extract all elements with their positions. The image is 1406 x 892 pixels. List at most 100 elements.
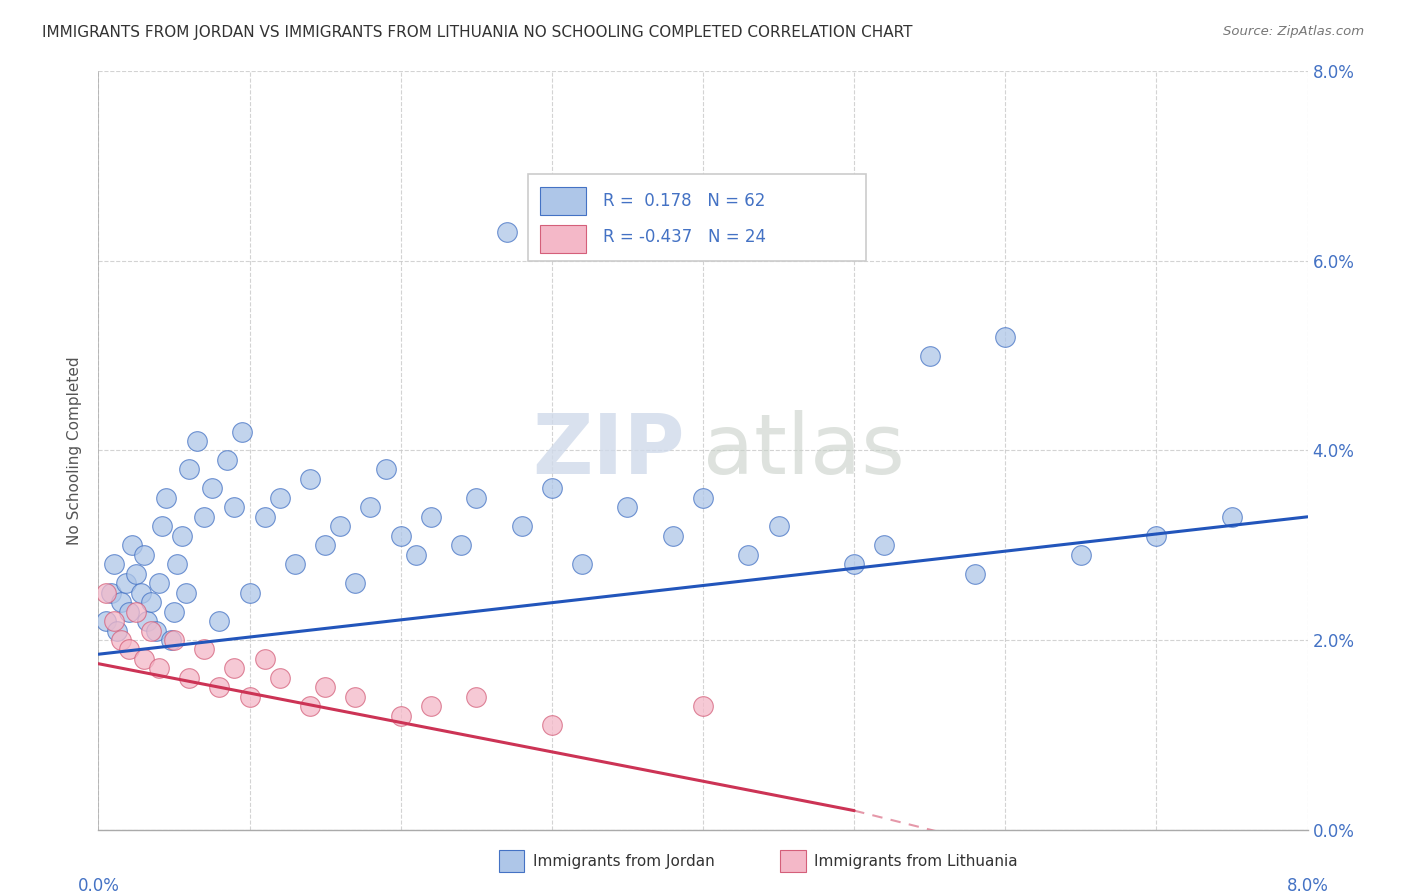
Point [918, 349, 941, 363]
Point [965, 566, 987, 581]
Point [571, 557, 593, 572]
Point [105, 624, 128, 638]
Point [344, 690, 367, 704]
Point [193, 642, 215, 657]
Point [420, 699, 443, 714]
Point [844, 557, 866, 572]
Point [314, 538, 336, 552]
Point [150, 519, 173, 533]
Text: R =  0.178   N = 62: R = 0.178 N = 62 [603, 192, 765, 210]
Point [737, 548, 759, 562]
Point [163, 633, 186, 648]
Point [186, 434, 208, 448]
Point [160, 633, 183, 648]
Point [269, 491, 291, 505]
Point [239, 585, 262, 599]
Point [284, 557, 307, 572]
Point [389, 529, 412, 543]
Text: Immigrants from Lithuania: Immigrants from Lithuania [814, 855, 1018, 869]
Point [231, 425, 253, 439]
Point [132, 652, 155, 666]
Point [129, 585, 152, 599]
Point [692, 491, 714, 505]
Point [224, 661, 246, 675]
Point [103, 557, 125, 572]
Point [100, 585, 122, 599]
Point [208, 614, 231, 628]
Point [510, 519, 533, 533]
Bar [540, 225, 586, 253]
Point [118, 605, 141, 619]
Point [201, 482, 224, 496]
Text: 8.0%: 8.0% [1286, 877, 1329, 892]
Point [465, 690, 488, 704]
Point [420, 509, 443, 524]
Point [118, 642, 141, 657]
Point [540, 482, 562, 496]
Text: ZIP: ZIP [533, 410, 685, 491]
Point [132, 548, 155, 562]
Point [193, 509, 215, 524]
Point [125, 605, 148, 619]
Text: atlas: atlas [703, 410, 904, 491]
Point [299, 472, 322, 486]
Point [163, 605, 186, 619]
Point [299, 699, 322, 714]
Point [179, 671, 201, 685]
Point [110, 595, 132, 609]
Point [873, 538, 896, 552]
Point [329, 519, 352, 533]
Bar [540, 186, 586, 216]
Point [141, 624, 163, 638]
Point [253, 509, 276, 524]
Point [114, 576, 136, 591]
Point [174, 585, 197, 599]
Point [166, 557, 188, 572]
Point [692, 699, 714, 714]
Point [495, 226, 517, 240]
Point [994, 330, 1017, 344]
Text: IMMIGRANTS FROM JORDAN VS IMMIGRANTS FROM LITHUANIA NO SCHOOLING COMPLETED CORRE: IMMIGRANTS FROM JORDAN VS IMMIGRANTS FRO… [42, 25, 912, 40]
Point [450, 538, 472, 552]
Point [253, 652, 276, 666]
Point [616, 500, 638, 515]
Point [1146, 529, 1168, 543]
Text: Source: ZipAtlas.com: Source: ZipAtlas.com [1223, 25, 1364, 38]
Point [215, 453, 238, 467]
Point [125, 566, 148, 581]
Point [239, 690, 262, 704]
Point [360, 500, 382, 515]
Point [208, 681, 231, 695]
Point [540, 718, 562, 732]
Point [94, 614, 117, 628]
Text: Immigrants from Jordan: Immigrants from Jordan [533, 855, 714, 869]
Point [389, 708, 412, 723]
Point [374, 462, 396, 476]
Point [145, 624, 167, 638]
Point [405, 548, 427, 562]
Point [314, 681, 336, 695]
Point [170, 529, 193, 543]
Point [224, 500, 246, 515]
Point [110, 633, 132, 648]
Y-axis label: No Schooling Completed: No Schooling Completed [67, 356, 83, 545]
FancyBboxPatch shape [527, 174, 866, 260]
Text: 0.0%: 0.0% [77, 877, 120, 892]
Point [1070, 548, 1092, 562]
Point [141, 595, 163, 609]
Point [148, 576, 170, 591]
Point [768, 519, 790, 533]
Point [135, 614, 157, 628]
Point [269, 671, 291, 685]
Point [179, 462, 201, 476]
Point [94, 585, 117, 599]
Point [121, 538, 143, 552]
Point [465, 491, 488, 505]
Point [103, 614, 125, 628]
Point [661, 529, 683, 543]
Text: R = -0.437   N = 24: R = -0.437 N = 24 [603, 227, 766, 245]
Point [148, 661, 170, 675]
Point [344, 576, 367, 591]
Point [155, 491, 177, 505]
Point [1220, 509, 1243, 524]
